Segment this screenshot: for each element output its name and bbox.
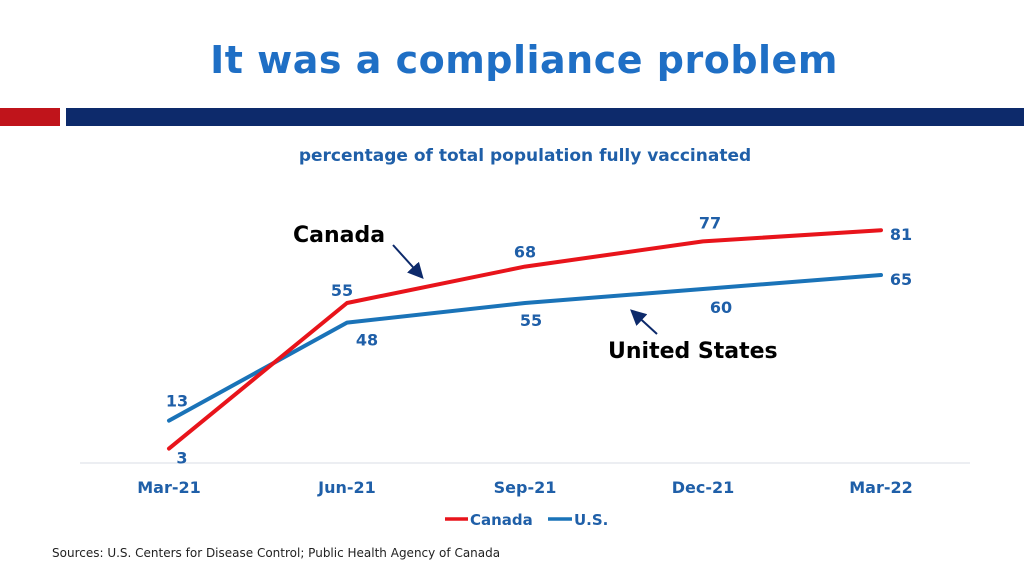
- x-tick-label: Mar-22: [849, 478, 913, 497]
- accent-bar-red: [0, 108, 60, 126]
- legend-canada-label: Canada: [470, 511, 533, 529]
- data-label-us: 48: [356, 331, 378, 350]
- data-label-us: 13: [166, 392, 188, 411]
- x-tick-label: Dec-21: [672, 478, 735, 497]
- legend-us-label: U.S.: [574, 511, 608, 529]
- data-label-us: 60: [710, 298, 732, 317]
- data-label-canada: 77: [699, 213, 721, 232]
- data-label-canada: 68: [514, 243, 536, 262]
- x-tick-label: Jun-21: [317, 478, 376, 497]
- accent-bar-navy: [66, 108, 1024, 126]
- annotation-united-states: United States: [608, 339, 778, 364]
- data-label-canada: 55: [331, 281, 353, 300]
- data-label-us: 65: [890, 270, 912, 289]
- source-note: Sources: U.S. Centers for Disease Contro…: [52, 546, 501, 560]
- data-label-canada: 3: [176, 449, 187, 468]
- annotation-canada-arrow: [392, 244, 424, 279]
- data-label-canada: 81: [890, 225, 912, 244]
- annotation-canada: Canada: [293, 223, 385, 248]
- x-tick-label: Mar-21: [137, 478, 201, 497]
- page-title: It was a compliance problem: [210, 38, 838, 82]
- series-line-us: [167, 273, 883, 423]
- chart-title: percentage of total population fully vac…: [299, 146, 751, 166]
- data-label-us: 55: [520, 311, 542, 330]
- annotation-us-arrow: [630, 309, 658, 335]
- x-tick-label: Sep-21: [494, 478, 557, 497]
- legend: Canada U.S.: [445, 511, 608, 529]
- series-line-canada: [167, 228, 883, 451]
